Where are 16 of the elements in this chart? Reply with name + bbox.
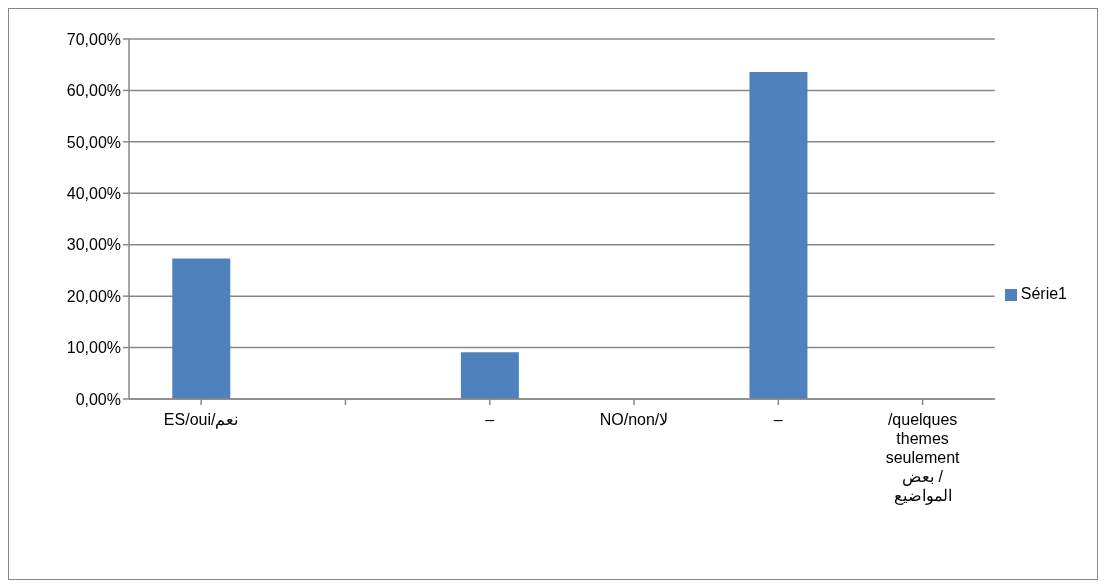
y-tick-label: 60,00% (66, 82, 121, 100)
y-tick-label: 30,00% (66, 236, 121, 254)
y-tick-label: 40,00% (66, 184, 121, 202)
y-tick-label: 50,00% (66, 133, 121, 151)
x-tick-label: – (773, 411, 783, 428)
y-tick-label: 0,00% (75, 390, 121, 408)
x-tick-label: – (485, 411, 495, 428)
bar (749, 71, 808, 399)
x-tick-label: ES/oui/نعم (163, 411, 239, 429)
x-tick-label: NO/non/لا (599, 411, 669, 428)
bar (460, 352, 519, 399)
y-tick-label: 10,00% (66, 339, 121, 357)
bar (172, 258, 231, 399)
y-tick-label: 70,00% (66, 30, 121, 48)
legend-label: Série1 (1020, 285, 1067, 302)
y-tick-label: 20,00% (66, 287, 121, 305)
